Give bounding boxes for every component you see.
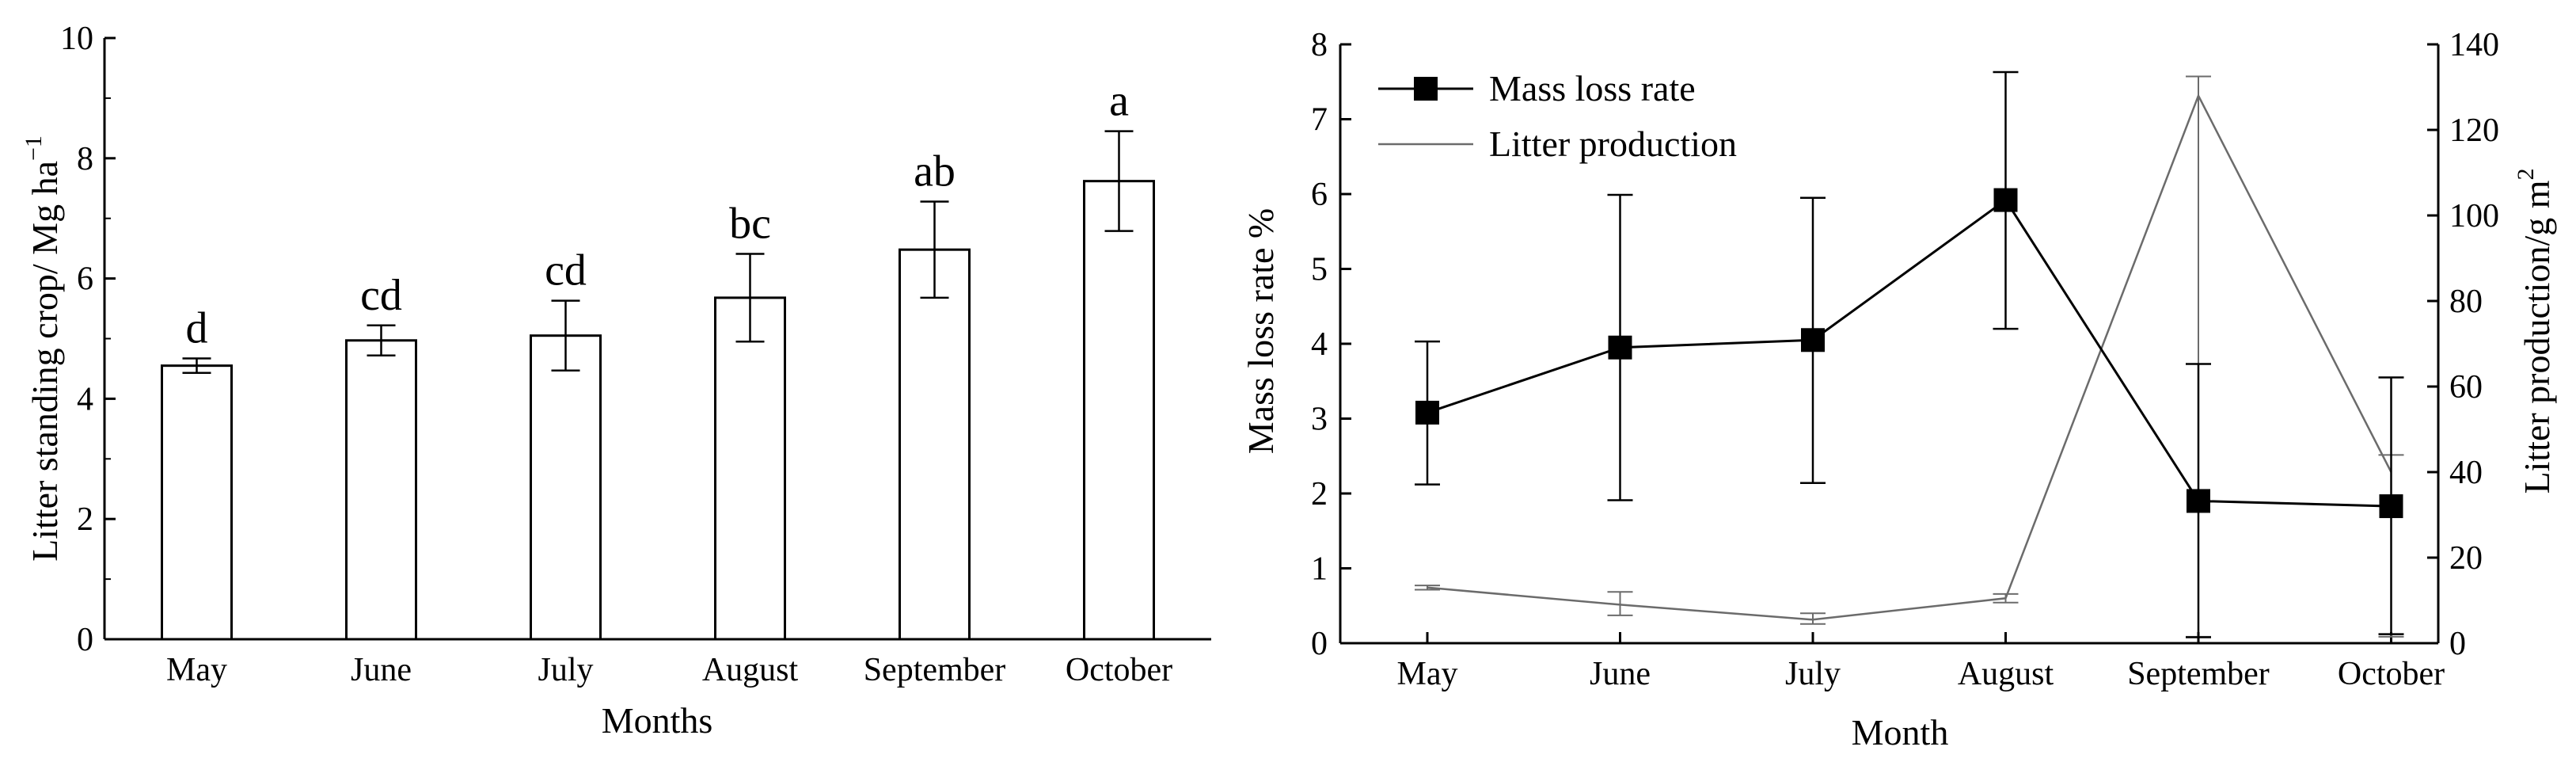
left-y-tick-label: 6	[77, 261, 93, 298]
left-x-tick-label: October	[1066, 652, 1172, 688]
mass-loss-rate-point	[2187, 489, 2210, 513]
left-y-tick-label: 0	[77, 622, 93, 658]
right-x-tick-label: September	[2127, 656, 2270, 692]
left-x-tick-label: June	[351, 652, 412, 688]
bar-june	[345, 339, 417, 641]
left-y-tick-label: 4	[77, 381, 93, 417]
right-left-y-tick-label: 0	[1311, 626, 1328, 662]
right-right-y-tick-label: 80	[2449, 284, 2483, 320]
legend-mass-loss-rate-marker	[1414, 77, 1438, 101]
mass-loss-rate-point	[1415, 400, 1439, 425]
right-left-y-tick-label: 7	[1311, 102, 1328, 139]
legend-litter-production-label: Litter production	[1489, 124, 1737, 164]
right-left-y-tick-label: 3	[1311, 402, 1328, 438]
bar-august	[714, 296, 786, 641]
left-x-tick-label: July	[538, 652, 593, 688]
right-y-axis-label-right: Litter production/g m2	[2513, 168, 2557, 493]
bar-september	[899, 248, 971, 641]
left-x-axis-label: Months	[602, 700, 713, 741]
right-line-chart: Mass loss rate % Litter production/g m2 …	[1241, 27, 2557, 752]
right-right-y-tick-label: 100	[2449, 198, 2499, 234]
right-x-tick-label: May	[1397, 656, 1458, 692]
right-left-y-tick-label: 1	[1311, 551, 1328, 588]
right-left-y-tick-label: 2	[1311, 476, 1328, 512]
right-x-tick-label: June	[1590, 656, 1651, 692]
litter-production-line	[1427, 93, 2392, 621]
right-x-axis-label: Month	[1852, 712, 1949, 752]
legend-mass-loss-rate-label: Mass loss rate	[1489, 68, 1696, 109]
bar-may	[161, 364, 233, 641]
right-right-y-tick-label: 20	[2449, 540, 2483, 577]
right-y-axis-label-left: Mass loss rate %	[1241, 208, 1281, 454]
right-x-tick-label: October	[2338, 656, 2445, 692]
right-left-y-tick-label: 5	[1311, 252, 1328, 288]
mass-loss-rate-line	[1427, 198, 2392, 508]
left-y-tick-label: 8	[77, 141, 93, 177]
significance-letter: cd	[545, 246, 587, 295]
right-right-y-tick-label: 140	[2449, 27, 2499, 63]
left-x-tick-label: August	[702, 652, 799, 688]
left-x-tick-label: May	[166, 652, 227, 688]
right-right-y-tick-label: 60	[2449, 369, 2483, 406]
left-y-axis-label: Litter standing crop/ Mg ha−1	[21, 135, 65, 562]
left-y-tick-label: 2	[77, 501, 93, 538]
mass-loss-rate-point	[1608, 335, 1632, 360]
left-x-tick-label: September	[864, 652, 1006, 688]
right-right-y-tick-label: 40	[2449, 455, 2483, 491]
significance-letter: cd	[360, 271, 402, 320]
right-left-y-tick-label: 4	[1311, 326, 1328, 363]
left-y-tick-label: 10	[60, 21, 93, 57]
significance-letter: a	[1109, 77, 1129, 126]
right-left-y-tick-label: 8	[1311, 27, 1328, 63]
mass-loss-rate-point	[2379, 494, 2403, 519]
right-left-y-tick-label: 6	[1311, 177, 1328, 213]
bar-july	[530, 334, 602, 641]
right-x-tick-label: July	[1785, 656, 1841, 692]
mass-loss-rate-point	[1993, 188, 2018, 212]
right-right-y-tick-label: 120	[2449, 112, 2499, 149]
bar-october	[1083, 180, 1155, 641]
mass-loss-rate-point	[1801, 328, 1825, 352]
significance-letter: bc	[729, 199, 771, 248]
right-right-y-tick-label: 0	[2449, 626, 2466, 662]
significance-letter: d	[186, 304, 208, 353]
significance-letter: ab	[914, 147, 956, 196]
right-x-tick-label: August	[1958, 656, 2054, 692]
left-bar-chart: Litter standing crop/ Mg ha−1 Months 0 2 4…	[21, 21, 1211, 741]
